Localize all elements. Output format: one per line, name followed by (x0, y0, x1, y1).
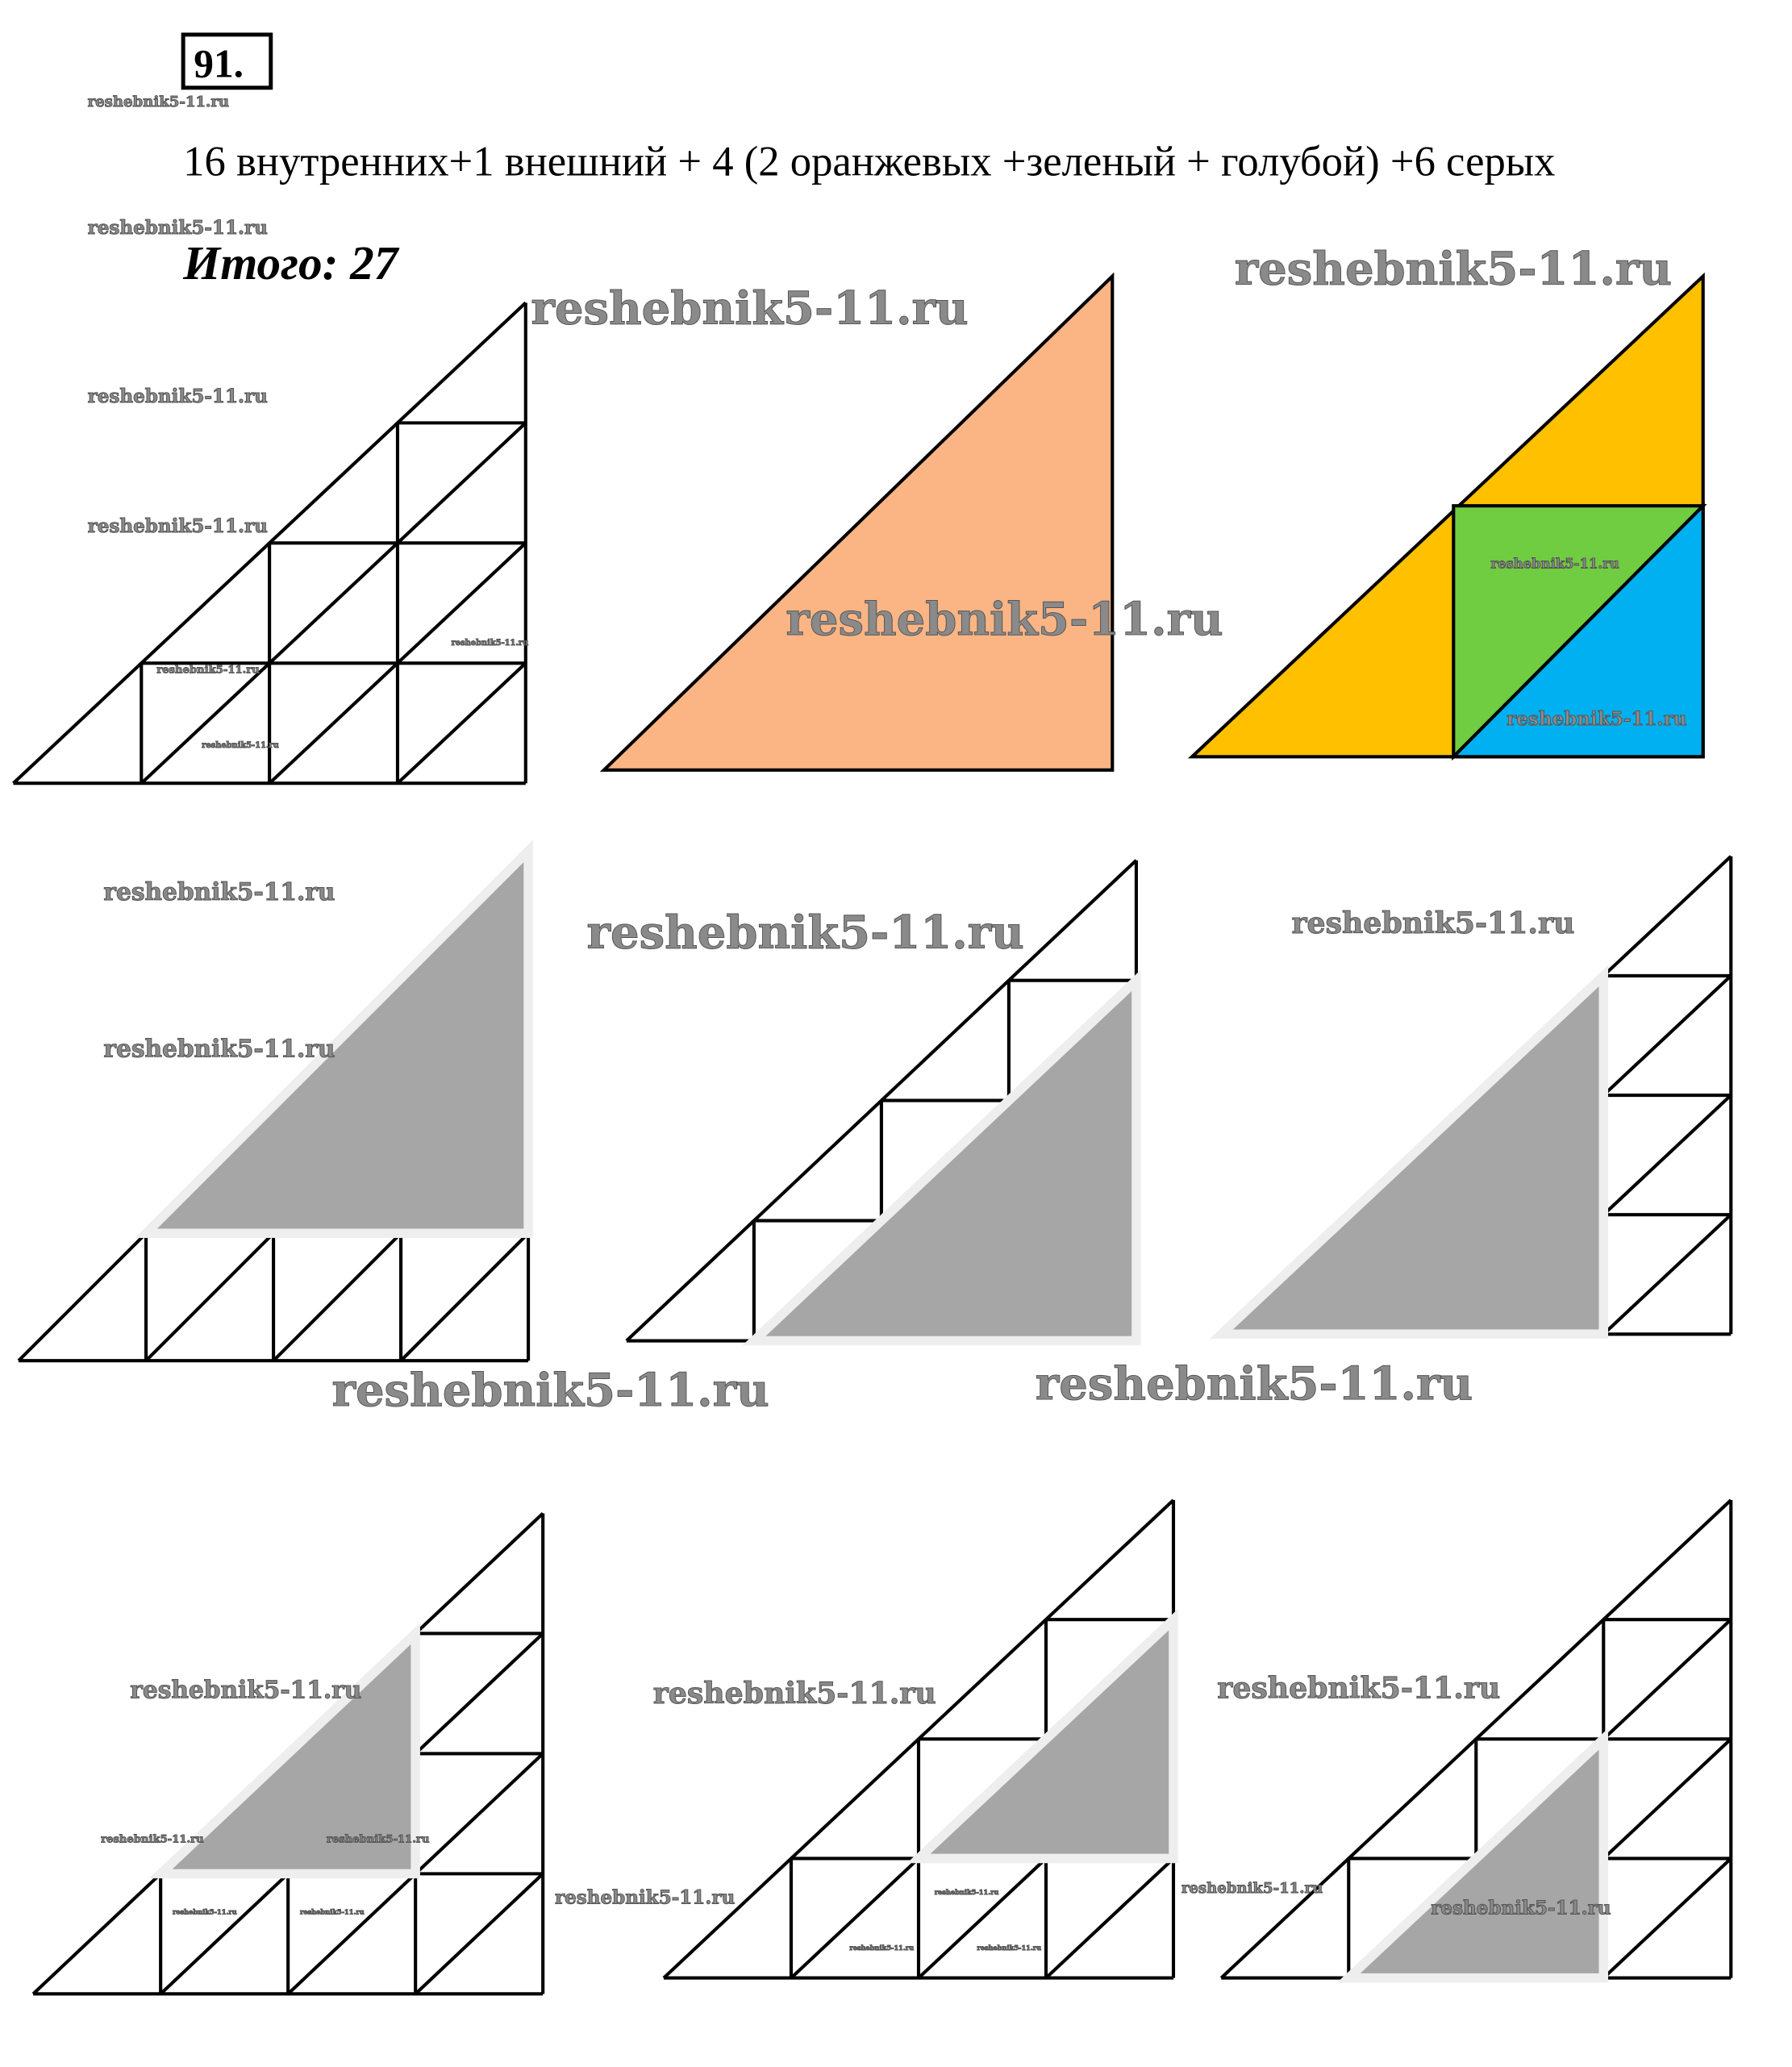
watermark-text: reshebnik5-11.ru (531, 282, 968, 335)
watermark-text: reshebnik5-11.ru (786, 593, 1223, 646)
watermark-text: reshebnik5-11.ru (452, 639, 529, 648)
problem-number: 91. (194, 42, 244, 86)
gray-triangle (135, 840, 533, 1238)
watermark-text: reshebnik5-11.ru (935, 1888, 999, 1896)
diagonal-grid-line (396, 661, 527, 785)
diagonal-grid-line (1602, 1213, 1732, 1336)
watermark-text: reshebnik5-11.ru (1490, 556, 1619, 572)
watermark-text: reshebnik5-11.ru (130, 1675, 361, 1703)
watermark-text: reshebnik5-11.ru (101, 1834, 204, 1846)
watermark-text: reshebnik5-11.ru (1181, 1880, 1323, 1897)
watermark-text: reshebnik5-11.ru (653, 1676, 936, 1711)
watermark-text: reshebnik5-11.ru (586, 906, 1023, 959)
problem-statement: 16 внутренних+1 внешний + 4 (2 оранжевых… (183, 138, 1555, 185)
figure-gray-3-top (17, 840, 533, 1363)
diagonal-grid-line (1044, 1857, 1175, 1980)
diagonal-grid-line (399, 1231, 530, 1362)
watermarks: reshebnik5-11.ru reshebnik5-11.ru reshebni… (87, 93, 1687, 1952)
gray-triangle (1336, 1728, 1609, 1983)
total-label: Итого: 27 (182, 236, 400, 290)
watermark-text: reshebnik5-11.ru (173, 1908, 237, 1916)
watermark-text: reshebnik5-11.ru (202, 741, 279, 750)
figure-gray-2-lower (1219, 1498, 1733, 1983)
figure-colored-triangle (1187, 272, 1707, 761)
watermark-text: reshebnik5-11.ru (1507, 708, 1686, 730)
watermark-text: reshebnik5-11.ru (88, 385, 268, 407)
watermark-text: reshebnik5-11.ru (1235, 242, 1672, 295)
watermark-text: reshebnik5-11.ru (849, 1944, 914, 1952)
diagonal-grid-line (414, 1872, 544, 1995)
watermark-text: reshebnik5-11.ru (1431, 1898, 1611, 1919)
diagonal-grid-line (1602, 1857, 1732, 1980)
diagonal-grid-line (140, 421, 527, 785)
watermark-text: reshebnik5-11.ru (1217, 1670, 1500, 1705)
watermark-text: reshebnik5-11.ru (103, 1034, 335, 1062)
figure-gray-3-left (1209, 855, 1733, 1340)
watermark-text: reshebnik5-11.ru (103, 877, 335, 906)
watermark-text: reshebnik5-11.ru (327, 1834, 430, 1846)
gray-triangle (906, 1608, 1178, 1864)
gray-triangle (148, 1623, 420, 1879)
watermark-text: reshebnik5-11.ru (88, 217, 268, 239)
watermark-text: reshebnik5-11.ru (555, 1886, 735, 1908)
watermark-text: reshebnik5-11.ru (1036, 1357, 1473, 1411)
watermark-text: reshebnik5-11.ru (88, 515, 268, 537)
blue-triangle (1449, 502, 1705, 759)
figure-gray-2-middle (31, 1512, 545, 1996)
watermark-text: reshebnik5-11.ru (300, 1908, 365, 1916)
watermark-text: reshebnik5-11.ru (331, 1364, 769, 1417)
watermark-text: reshebnik5-11.ru (88, 94, 229, 110)
figures (12, 272, 1733, 1996)
figure-gray-3-right (625, 859, 1141, 1346)
watermark-text: reshebnik5-11.ru (156, 665, 260, 677)
orange-triangle (599, 272, 1115, 772)
figure-gray-2-upper (662, 1498, 1178, 1980)
gray-triangle (1209, 965, 1609, 1340)
gray-triangle (742, 969, 1141, 1346)
problem-number-box (181, 32, 273, 90)
watermark-text: reshebnik5-11.ru (977, 1944, 1041, 1952)
figure-grid-triangle (12, 301, 527, 786)
watermark-text: reshebnik5-11.ru (1291, 906, 1574, 940)
